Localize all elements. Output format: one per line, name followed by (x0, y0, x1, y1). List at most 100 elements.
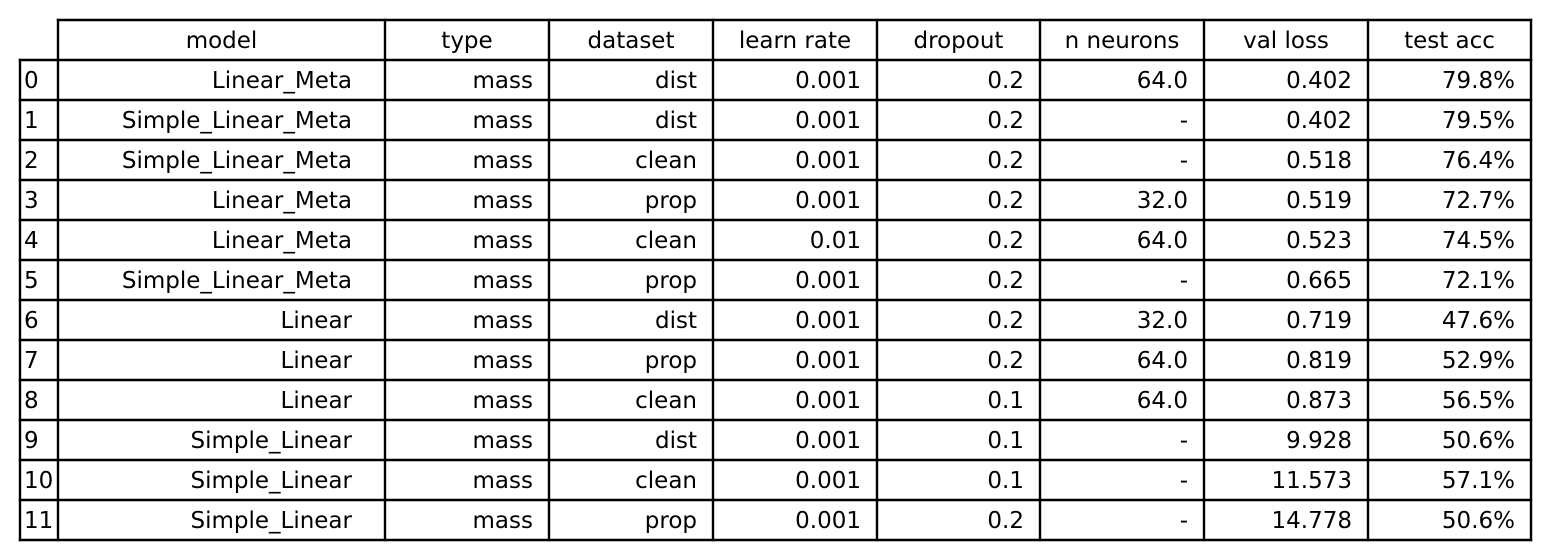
table-cell: Simple_Linear (190, 508, 352, 534)
column-header: n neurons (1065, 28, 1180, 54)
table-cell: 0.2 (987, 188, 1024, 214)
table-cell: 0.001 (795, 508, 861, 534)
table-cell: 0.001 (795, 388, 861, 414)
table-cell: mass (473, 228, 533, 254)
row-label: 9 (24, 428, 39, 454)
table-cell: Linear (281, 388, 353, 414)
column-header: dataset (588, 28, 675, 54)
table-cell: prop (645, 188, 697, 214)
table-cell: mass (473, 108, 533, 134)
column-header: learn rate (739, 28, 851, 54)
table-cell: 0.001 (795, 108, 861, 134)
table-cell: - (1180, 108, 1188, 134)
table-cell: Linear_Meta (212, 68, 352, 94)
table-cell: 14.778 (1272, 508, 1352, 534)
column-header: val loss (1243, 28, 1329, 54)
table-cell: 79.8% (1442, 68, 1515, 94)
table-cell: clean (635, 388, 697, 414)
table-cell: 0.1 (987, 468, 1024, 494)
table-cell: 0.1 (987, 428, 1024, 454)
table-cell: 0.2 (987, 348, 1024, 374)
table-cell: 50.6% (1442, 508, 1515, 534)
table-cell: 0.402 (1286, 108, 1352, 134)
table-cell: - (1180, 268, 1188, 294)
table-cell: 50.6% (1442, 428, 1515, 454)
table-cell: mass (473, 308, 533, 334)
table-cell: 0.001 (795, 308, 861, 334)
table-cell: 9.928 (1286, 428, 1352, 454)
table-cell: 0.873 (1286, 388, 1352, 414)
table-cell: 0.001 (795, 468, 861, 494)
table-cell: 0.2 (987, 68, 1024, 94)
table-cell: 0.719 (1286, 308, 1352, 334)
column-header: dropout (914, 28, 1004, 54)
table-cell: prop (645, 348, 697, 374)
table-cell: 0.001 (795, 268, 861, 294)
table-cell: dist (655, 308, 697, 334)
table-cell: Simple_Linear (190, 468, 352, 494)
column-header: model (186, 28, 258, 54)
table-cell: 0.2 (987, 308, 1024, 334)
table-cell: 0.519 (1286, 188, 1352, 214)
table-cell: 0.001 (795, 148, 861, 174)
table-cell: 52.9% (1442, 348, 1515, 374)
table-cell: 0.402 (1286, 68, 1352, 94)
table-cell: 0.01 (810, 228, 861, 254)
table-cell: mass (473, 188, 533, 214)
table-cell: clean (635, 148, 697, 174)
table-cell: 0.665 (1286, 268, 1352, 294)
table-cell: clean (635, 228, 697, 254)
table-cell: - (1180, 428, 1188, 454)
table-cell: 72.7% (1442, 188, 1515, 214)
table-cell: Simple_Linear_Meta (122, 268, 352, 294)
table-cell: 72.1% (1442, 268, 1515, 294)
table-cell: 0.2 (987, 508, 1024, 534)
table-cell: dist (655, 428, 697, 454)
table-cell: 79.5% (1442, 108, 1515, 134)
row-label: 2 (24, 148, 39, 174)
table-cell: - (1180, 508, 1188, 534)
row-label: 10 (24, 468, 53, 494)
table-cell: Linear (281, 308, 353, 334)
table-cell: 0.518 (1286, 148, 1352, 174)
row-label: 3 (24, 188, 39, 214)
table-cell: 64.0 (1137, 68, 1188, 94)
table-cell: 0.2 (987, 268, 1024, 294)
table-cell: Simple_Linear_Meta (122, 148, 352, 174)
table-cell: Linear (281, 348, 353, 374)
table-cell: 0.001 (795, 348, 861, 374)
table-cells: model type dataset learn rate dropout n neuro… (24, 28, 1515, 534)
table-grid (18, 18, 1533, 542)
table-cell: - (1180, 468, 1188, 494)
table-cell: mass (473, 468, 533, 494)
table-cell: mass (473, 148, 533, 174)
table-cell: - (1180, 148, 1188, 174)
row-label: 0 (24, 68, 39, 94)
table-cell: mass (473, 268, 533, 294)
table-cell: Linear_Meta (212, 228, 352, 254)
table-cell: 64.0 (1137, 388, 1188, 414)
row-label: 11 (24, 508, 53, 534)
table-cell: 64.0 (1137, 228, 1188, 254)
table-cell: clean (635, 468, 697, 494)
table-cell: mass (473, 348, 533, 374)
table-cell: mass (473, 68, 533, 94)
table-cell: 0.001 (795, 428, 861, 454)
table-cell: mass (473, 508, 533, 534)
table-cell: 0.1 (987, 388, 1024, 414)
row-label: 8 (24, 388, 39, 414)
table-cell: 0.2 (987, 228, 1024, 254)
table-cell: 32.0 (1137, 308, 1188, 334)
column-header: type (441, 28, 492, 54)
table-cell: 56.5% (1442, 388, 1515, 414)
row-label: 6 (24, 308, 39, 334)
table-cell: prop (645, 268, 697, 294)
column-header: test acc (1404, 28, 1495, 54)
table-cell: mass (473, 388, 533, 414)
row-label: 1 (24, 108, 39, 134)
table-cell: 0.001 (795, 68, 861, 94)
table-cell: 76.4% (1442, 148, 1515, 174)
table-cell: 47.6% (1442, 308, 1515, 334)
table-cell: 0.001 (795, 188, 861, 214)
table-cell: dist (655, 108, 697, 134)
